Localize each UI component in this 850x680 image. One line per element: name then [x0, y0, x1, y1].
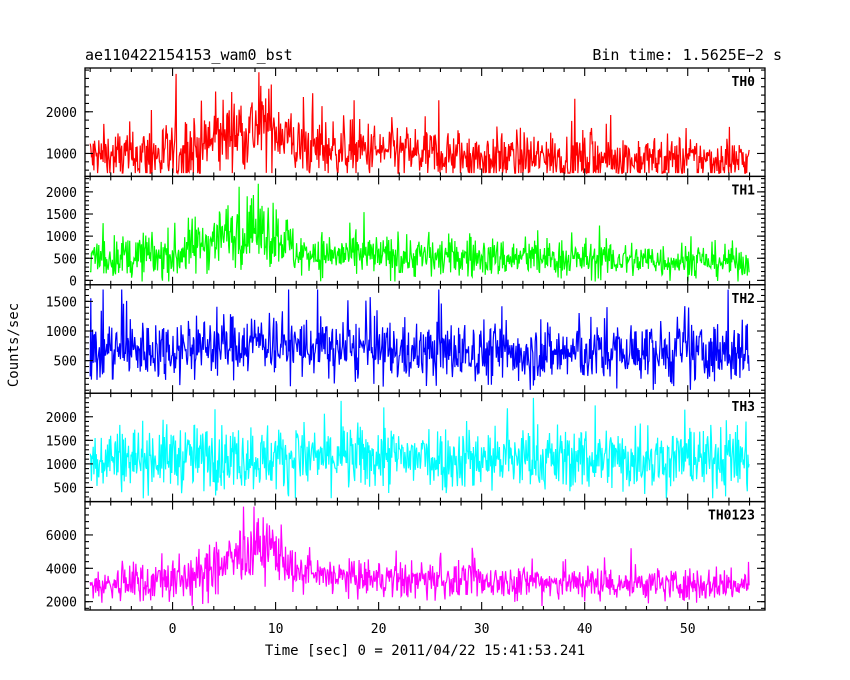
panel-th3: 500 1000 1500 2000 TH3 [46, 392, 766, 503]
series-line-th0 [89, 72, 750, 176]
y-tick-label: 1000 [46, 325, 77, 340]
x-tick-label: 30 [474, 622, 490, 637]
x-tick-label: 10 [268, 622, 284, 637]
series-line-th1 [89, 183, 750, 282]
panel-th0123: 2000 4000 6000 TH0123 [46, 500, 766, 611]
y-tick-label: 1000 [46, 147, 77, 162]
y-tick-label: 2000 [46, 596, 77, 611]
panel-label-th3: TH3 [732, 400, 755, 415]
y-tick-label: 2000 [46, 106, 77, 121]
panel-label-th2: TH2 [732, 292, 755, 307]
series-line-th0123 [89, 506, 750, 607]
y-tick-label: 2000 [46, 411, 77, 426]
panel-th2: 500 1000 1500 TH2 [46, 284, 766, 394]
x-tick-label: 40 [577, 622, 593, 637]
y-axis-label: Counts/sec [6, 303, 22, 387]
series-line-th2 [89, 289, 750, 390]
panels-group: 1000 2000 TH0 0 500 1000 1500 2000 TH1 500 1000 150… [46, 67, 766, 611]
panel-th0: 1000 2000 TH0 [46, 67, 766, 178]
y-tick-label: 1000 [46, 230, 77, 245]
y-tick-label: 500 [54, 481, 77, 496]
x-tick-label: 0 [169, 622, 177, 637]
y-tick-label: 2000 [46, 186, 77, 201]
x-axis: 0 10 20 30 40 50 [169, 622, 696, 637]
y-tick-label: 500 [54, 252, 77, 267]
x-tick-label: 50 [680, 622, 696, 637]
y-tick-label: 4000 [46, 562, 77, 577]
panel-frame [84, 500, 766, 611]
x-tick-label: 20 [371, 622, 387, 637]
y-tick-label: 0 [69, 274, 77, 289]
header-left-title: ae110422154153_wam0_bst [85, 46, 293, 64]
panel-label-th0: TH0 [732, 75, 756, 90]
y-tick-label: 1500 [46, 208, 77, 223]
x-axis-label: Time [sec] 0 = 2011/04/22 15:41:53.241 [265, 643, 585, 659]
header-bin-time: Bin time: 1.5625E−2 s [592, 46, 782, 64]
panel-th1: 0 500 1000 1500 2000 TH1 [46, 175, 766, 289]
panel-frame [84, 284, 766, 394]
panel-label-th0123: TH0123 [708, 509, 755, 524]
y-tick-label: 6000 [46, 529, 77, 544]
y-tick-label: 1500 [46, 434, 77, 449]
y-tick-label: 1000 [46, 458, 77, 473]
series-line-th3 [89, 397, 750, 499]
y-tick-label: 1500 [46, 295, 77, 310]
panel-label-th1: TH1 [732, 183, 756, 198]
y-tick-label: 500 [54, 355, 77, 370]
